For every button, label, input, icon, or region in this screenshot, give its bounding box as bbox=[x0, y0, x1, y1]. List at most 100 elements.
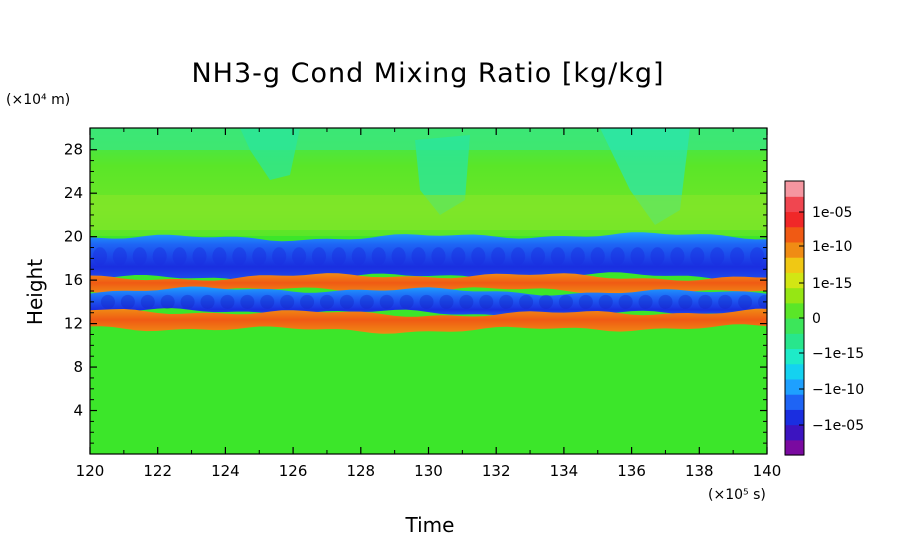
colorbar-segment bbox=[785, 226, 804, 243]
band-cell bbox=[200, 294, 215, 309]
band-cell bbox=[511, 247, 526, 266]
y-tick-label: 12 bbox=[64, 315, 83, 333]
band-cell bbox=[220, 294, 235, 309]
band-cell bbox=[311, 247, 326, 266]
y-tick-label: 4 bbox=[73, 402, 83, 420]
y-tick-label: 20 bbox=[64, 228, 83, 246]
band-cell bbox=[690, 247, 705, 266]
band-cell bbox=[411, 247, 426, 266]
band-cell bbox=[598, 294, 613, 309]
band-cell bbox=[459, 294, 474, 309]
band-cell bbox=[550, 247, 565, 266]
band-cell bbox=[491, 247, 506, 266]
x-tick-label: 124 bbox=[211, 462, 240, 480]
band-cell bbox=[451, 247, 466, 266]
x-unit-label: (×10⁵ s) bbox=[708, 487, 766, 503]
x-axis: 120 122 124 126 128 130 132 134 136 138 140 bbox=[76, 128, 782, 480]
band-cell bbox=[180, 294, 195, 309]
band-cell bbox=[112, 247, 127, 266]
band-cell bbox=[120, 294, 135, 309]
x-tick-label: 122 bbox=[143, 462, 172, 480]
y-axis: 4 8 12 16 20 24 28 bbox=[64, 138, 767, 444]
band-cell bbox=[439, 294, 454, 309]
colorbar-segment bbox=[785, 318, 804, 334]
band-cell bbox=[558, 294, 573, 309]
band-cell bbox=[419, 294, 434, 309]
band-cell bbox=[140, 294, 155, 309]
band-cell bbox=[738, 294, 753, 309]
colorbar-segment bbox=[785, 196, 804, 213]
band-cell bbox=[650, 247, 665, 266]
band-cell bbox=[100, 294, 115, 309]
band-cell bbox=[172, 247, 187, 266]
band-cell bbox=[292, 247, 307, 266]
colorbar-segment bbox=[785, 241, 804, 258]
colorbar-label: 1e-05 bbox=[812, 205, 852, 221]
colorbar-segment bbox=[785, 257, 804, 273]
colorbar-segment bbox=[785, 272, 804, 289]
lower-negative-band bbox=[90, 286, 767, 318]
band-cell bbox=[152, 247, 167, 266]
band-cell bbox=[160, 294, 175, 309]
y-tick-label: 28 bbox=[64, 141, 83, 159]
band-cell bbox=[570, 247, 585, 266]
x-tick-label: 132 bbox=[482, 462, 511, 480]
colorbar-label: −1e-05 bbox=[812, 418, 864, 434]
band-cell bbox=[658, 294, 673, 309]
colorbar-segment bbox=[785, 333, 804, 350]
colorbar-label: 1e-15 bbox=[812, 276, 852, 292]
mixing-ratio-bands bbox=[90, 232, 767, 334]
band-cell bbox=[351, 247, 366, 266]
band-cell bbox=[212, 247, 227, 266]
band-cell bbox=[379, 294, 394, 309]
band-cell bbox=[391, 247, 406, 266]
band-cell bbox=[339, 294, 354, 309]
y-axis-title: Height bbox=[23, 259, 47, 325]
upper-atmosphere-field bbox=[90, 128, 767, 236]
band-cell bbox=[531, 247, 546, 266]
band-cell bbox=[371, 247, 386, 266]
band-cell bbox=[698, 294, 713, 309]
band-cell bbox=[539, 294, 554, 309]
band-cell bbox=[431, 247, 446, 266]
band-cell bbox=[331, 247, 346, 266]
x-tick-label: 120 bbox=[76, 462, 105, 480]
x-tick-label: 140 bbox=[753, 462, 782, 480]
band-cell bbox=[678, 294, 693, 309]
band-cell bbox=[638, 294, 653, 309]
band-cell bbox=[132, 247, 147, 266]
y-unit-label: (×10⁴ m) bbox=[6, 92, 70, 108]
colorbar-segment bbox=[785, 211, 804, 228]
upper-positive-band bbox=[90, 273, 767, 295]
x-tick-label: 138 bbox=[685, 462, 714, 480]
colorbar-label: −1e-15 bbox=[812, 346, 864, 362]
band-cell bbox=[750, 247, 765, 266]
y-tick-label: 8 bbox=[73, 358, 83, 376]
band-cell bbox=[359, 294, 374, 309]
colorbar-segment bbox=[785, 409, 804, 426]
band-cell bbox=[471, 247, 486, 266]
band-cell bbox=[479, 294, 494, 309]
band-cell bbox=[240, 294, 255, 309]
band-cell bbox=[499, 294, 514, 309]
band-cell bbox=[319, 294, 334, 309]
band-cell bbox=[630, 247, 645, 266]
band-cell bbox=[252, 247, 267, 266]
x-tick-label: 130 bbox=[414, 462, 443, 480]
band-cell bbox=[92, 247, 107, 266]
x-tick-label: 128 bbox=[346, 462, 375, 480]
x-axis-title: Time bbox=[405, 513, 455, 537]
band-cell bbox=[590, 247, 605, 266]
x-tick-label: 126 bbox=[279, 462, 308, 480]
chart-title: NH3-g Cond Mixing Ratio [kg/kg] bbox=[191, 58, 664, 89]
colorbar-segment bbox=[785, 363, 804, 380]
x-tick-label: 136 bbox=[617, 462, 646, 480]
colorbar-segment bbox=[785, 378, 804, 395]
plot-area bbox=[90, 128, 767, 454]
band-cell bbox=[758, 294, 767, 309]
band-cell bbox=[610, 247, 625, 266]
band-cell bbox=[578, 294, 593, 309]
y-tick-label: 16 bbox=[64, 271, 83, 289]
band-cell bbox=[280, 294, 295, 309]
